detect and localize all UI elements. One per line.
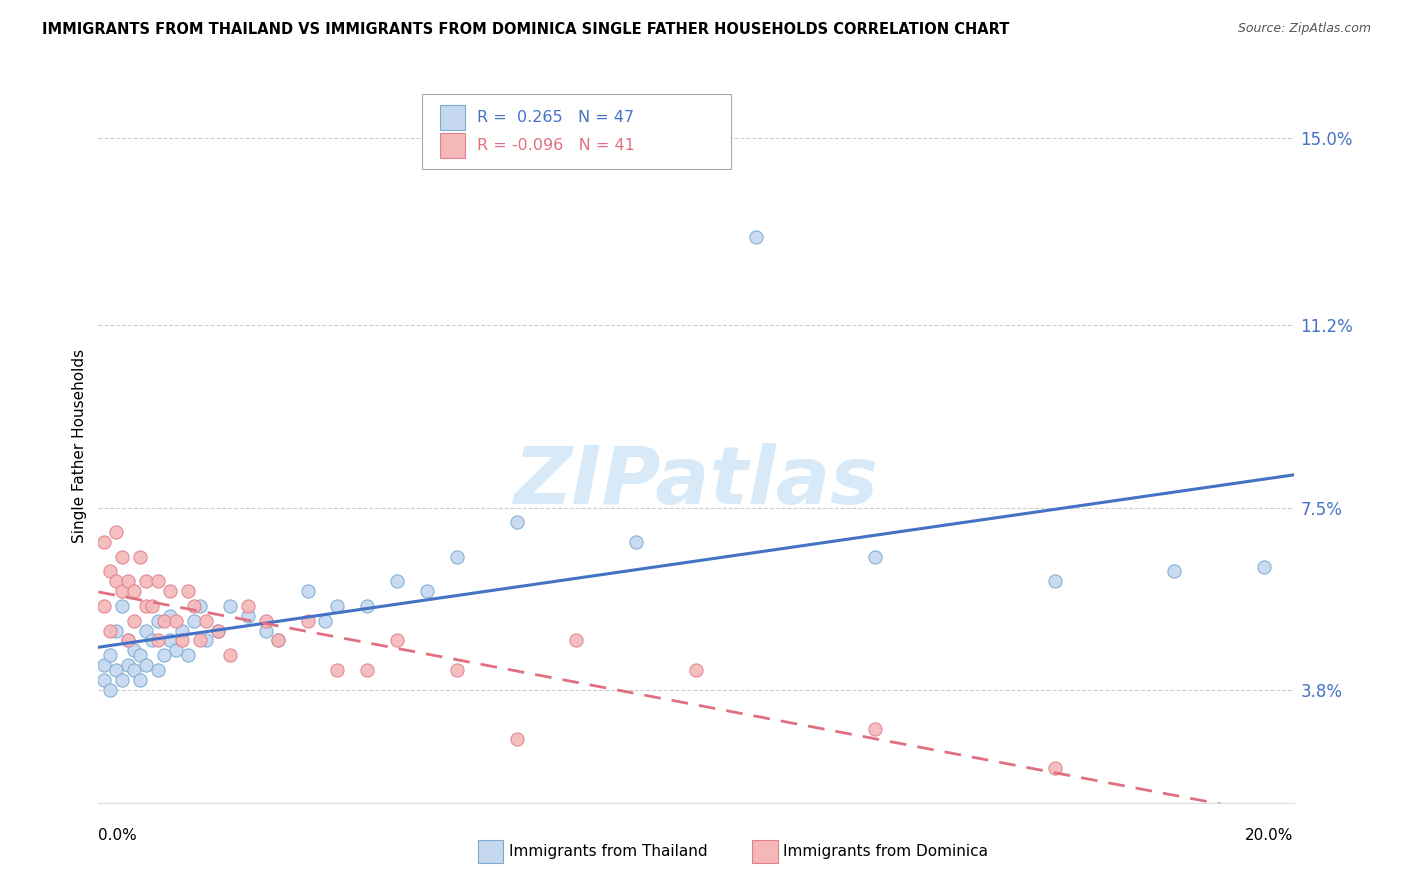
- Point: [254, 624, 277, 638]
- Point: [297, 614, 319, 628]
- Point: [506, 516, 529, 530]
- Point: [159, 584, 181, 599]
- Point: [267, 633, 290, 648]
- Text: 0.0%: 0.0%: [98, 828, 138, 843]
- Point: [165, 614, 187, 628]
- Text: R =  0.265   N = 47: R = 0.265 N = 47: [477, 111, 634, 125]
- Text: ZIPatlas: ZIPatlas: [513, 442, 879, 521]
- Point: [124, 643, 146, 657]
- Point: [93, 535, 115, 549]
- Point: [219, 648, 242, 662]
- Point: [100, 565, 122, 579]
- Text: Source: ZipAtlas.com: Source: ZipAtlas.com: [1237, 22, 1371, 36]
- Point: [129, 648, 152, 662]
- Point: [195, 614, 218, 628]
- Point: [111, 673, 134, 687]
- Point: [124, 584, 146, 599]
- Point: [416, 584, 439, 599]
- Point: [254, 614, 277, 628]
- Point: [93, 599, 115, 613]
- Point: [565, 633, 588, 648]
- Point: [172, 633, 194, 648]
- Point: [105, 624, 128, 638]
- Point: [124, 663, 146, 677]
- Text: 20.0%: 20.0%: [1246, 828, 1294, 843]
- Point: [100, 624, 122, 638]
- Point: [105, 574, 128, 589]
- Point: [117, 633, 139, 648]
- Point: [188, 633, 211, 648]
- Text: Immigrants from Dominica: Immigrants from Dominica: [783, 845, 988, 859]
- Point: [172, 624, 194, 638]
- Point: [165, 643, 187, 657]
- Point: [745, 230, 768, 244]
- Text: Immigrants from Thailand: Immigrants from Thailand: [509, 845, 707, 859]
- Point: [135, 599, 157, 613]
- Point: [297, 584, 319, 599]
- Point: [93, 658, 115, 673]
- Point: [117, 658, 139, 673]
- Point: [135, 658, 157, 673]
- Point: [124, 614, 146, 628]
- Point: [219, 599, 242, 613]
- Point: [236, 599, 259, 613]
- Point: [100, 648, 122, 662]
- Point: [267, 633, 290, 648]
- Point: [236, 608, 259, 623]
- Point: [865, 549, 887, 564]
- Point: [207, 624, 229, 638]
- Point: [159, 608, 181, 623]
- Point: [177, 648, 200, 662]
- Point: [315, 614, 337, 628]
- Point: [183, 599, 205, 613]
- Text: IMMIGRANTS FROM THAILAND VS IMMIGRANTS FROM DOMINICA SINGLE FATHER HOUSEHOLDS CO: IMMIGRANTS FROM THAILAND VS IMMIGRANTS F…: [42, 22, 1010, 37]
- Point: [153, 648, 176, 662]
- Point: [446, 663, 468, 677]
- Point: [1043, 761, 1066, 775]
- Point: [141, 633, 163, 648]
- Point: [148, 663, 170, 677]
- Point: [1043, 574, 1066, 589]
- Point: [111, 549, 134, 564]
- Point: [207, 624, 229, 638]
- Point: [105, 525, 128, 540]
- Point: [148, 614, 170, 628]
- Point: [111, 584, 134, 599]
- Point: [129, 673, 152, 687]
- Point: [141, 599, 163, 613]
- Point: [100, 682, 122, 697]
- Point: [129, 549, 152, 564]
- Point: [177, 584, 200, 599]
- Point: [117, 574, 139, 589]
- Point: [135, 574, 157, 589]
- Point: [153, 614, 176, 628]
- Y-axis label: Single Father Households: Single Father Households: [72, 349, 87, 543]
- Point: [326, 599, 349, 613]
- Point: [356, 599, 378, 613]
- Point: [148, 574, 170, 589]
- Point: [385, 633, 409, 648]
- Point: [111, 599, 134, 613]
- Point: [159, 633, 181, 648]
- Point: [195, 633, 218, 648]
- Point: [446, 549, 468, 564]
- Point: [385, 574, 409, 589]
- Point: [626, 535, 648, 549]
- Point: [326, 663, 349, 677]
- Point: [188, 599, 211, 613]
- Point: [1253, 559, 1275, 574]
- Point: [135, 624, 157, 638]
- Point: [148, 633, 170, 648]
- Point: [865, 722, 887, 736]
- Text: R = -0.096   N = 41: R = -0.096 N = 41: [477, 138, 634, 153]
- Point: [117, 633, 139, 648]
- Point: [183, 614, 205, 628]
- Point: [105, 663, 128, 677]
- Point: [93, 673, 115, 687]
- Point: [685, 663, 707, 677]
- Point: [356, 663, 378, 677]
- Point: [506, 731, 529, 746]
- Point: [1163, 565, 1185, 579]
